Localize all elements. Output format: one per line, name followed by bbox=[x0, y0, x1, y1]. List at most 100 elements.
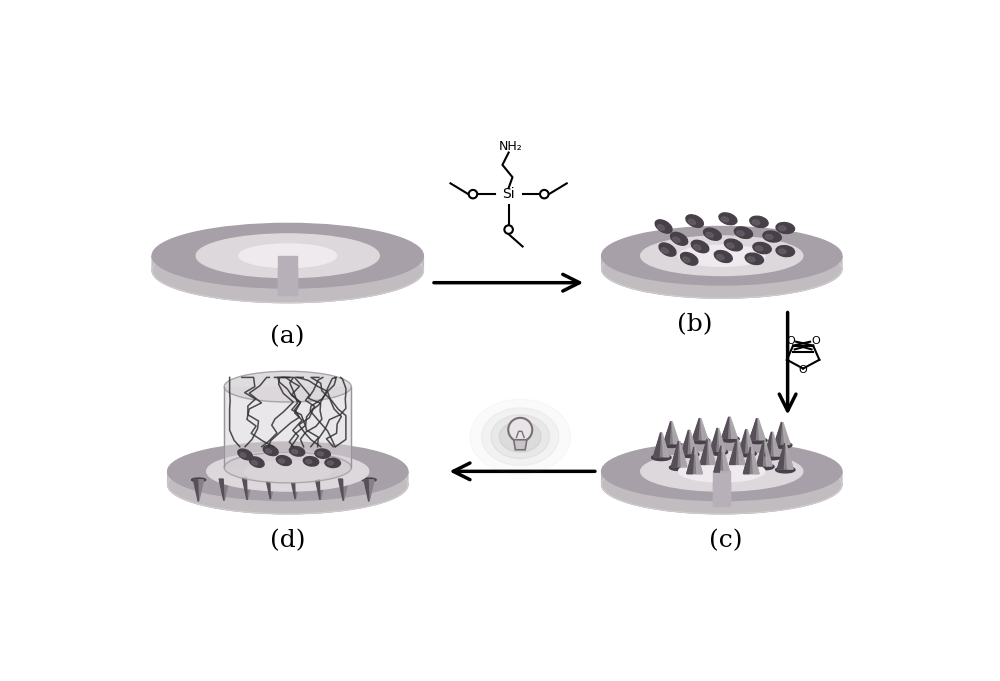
Circle shape bbox=[469, 190, 477, 198]
Circle shape bbox=[540, 190, 549, 198]
Circle shape bbox=[508, 418, 532, 442]
Ellipse shape bbox=[652, 454, 671, 460]
Ellipse shape bbox=[712, 470, 731, 476]
Ellipse shape bbox=[325, 458, 340, 467]
Ellipse shape bbox=[264, 476, 278, 479]
Polygon shape bbox=[738, 439, 745, 464]
Polygon shape bbox=[687, 447, 695, 474]
Polygon shape bbox=[747, 429, 754, 453]
Text: NH₂: NH₂ bbox=[498, 140, 522, 153]
Ellipse shape bbox=[719, 213, 737, 225]
Ellipse shape bbox=[224, 452, 351, 483]
Polygon shape bbox=[722, 417, 729, 439]
Polygon shape bbox=[709, 439, 716, 464]
Polygon shape bbox=[778, 443, 793, 469]
Polygon shape bbox=[681, 430, 697, 454]
Ellipse shape bbox=[727, 243, 734, 248]
Ellipse shape bbox=[778, 226, 786, 231]
Ellipse shape bbox=[301, 253, 369, 265]
Text: (b): (b) bbox=[677, 313, 712, 336]
Ellipse shape bbox=[748, 437, 767, 443]
Ellipse shape bbox=[708, 449, 728, 455]
Ellipse shape bbox=[276, 456, 291, 466]
Ellipse shape bbox=[747, 257, 755, 262]
Ellipse shape bbox=[152, 238, 423, 302]
Ellipse shape bbox=[737, 231, 744, 236]
Polygon shape bbox=[752, 447, 759, 474]
Polygon shape bbox=[654, 432, 661, 457]
Polygon shape bbox=[783, 422, 790, 445]
Polygon shape bbox=[290, 477, 295, 499]
Polygon shape bbox=[765, 441, 772, 466]
Ellipse shape bbox=[776, 223, 795, 234]
Polygon shape bbox=[743, 447, 759, 474]
Polygon shape bbox=[757, 441, 764, 466]
Polygon shape bbox=[701, 418, 708, 440]
Ellipse shape bbox=[734, 227, 753, 238]
Polygon shape bbox=[700, 439, 716, 464]
Ellipse shape bbox=[776, 246, 795, 257]
Polygon shape bbox=[687, 447, 702, 474]
Ellipse shape bbox=[745, 253, 763, 264]
Ellipse shape bbox=[669, 464, 689, 471]
Ellipse shape bbox=[279, 459, 285, 463]
Polygon shape bbox=[778, 443, 785, 469]
Ellipse shape bbox=[694, 244, 701, 250]
Polygon shape bbox=[710, 428, 717, 452]
Ellipse shape bbox=[278, 291, 297, 298]
Ellipse shape bbox=[686, 215, 703, 227]
Ellipse shape bbox=[728, 462, 747, 469]
Polygon shape bbox=[278, 256, 297, 295]
Ellipse shape bbox=[717, 255, 724, 259]
Polygon shape bbox=[671, 441, 679, 466]
Polygon shape bbox=[290, 477, 301, 499]
Polygon shape bbox=[774, 422, 781, 445]
Ellipse shape bbox=[755, 246, 763, 251]
Ellipse shape bbox=[602, 240, 842, 298]
Ellipse shape bbox=[659, 243, 676, 256]
Polygon shape bbox=[743, 447, 750, 474]
Ellipse shape bbox=[753, 242, 771, 253]
Ellipse shape bbox=[681, 253, 698, 265]
Ellipse shape bbox=[714, 251, 732, 262]
Ellipse shape bbox=[679, 245, 765, 266]
Ellipse shape bbox=[673, 237, 680, 242]
Ellipse shape bbox=[292, 449, 298, 454]
Ellipse shape bbox=[336, 477, 351, 481]
Ellipse shape bbox=[289, 447, 305, 456]
Polygon shape bbox=[687, 447, 694, 474]
Polygon shape bbox=[681, 430, 689, 454]
Ellipse shape bbox=[734, 469, 794, 479]
Ellipse shape bbox=[196, 234, 379, 278]
Ellipse shape bbox=[752, 220, 760, 225]
Polygon shape bbox=[743, 447, 751, 474]
Ellipse shape bbox=[239, 244, 337, 268]
Polygon shape bbox=[723, 445, 730, 472]
Polygon shape bbox=[364, 480, 369, 501]
Ellipse shape bbox=[239, 244, 337, 268]
Text: (a): (a) bbox=[270, 325, 305, 348]
Ellipse shape bbox=[602, 455, 842, 513]
Polygon shape bbox=[224, 387, 351, 467]
Polygon shape bbox=[219, 479, 224, 501]
Polygon shape bbox=[194, 480, 204, 501]
Ellipse shape bbox=[762, 454, 782, 460]
Ellipse shape bbox=[249, 457, 264, 467]
Polygon shape bbox=[714, 445, 721, 472]
Polygon shape bbox=[700, 439, 708, 464]
Ellipse shape bbox=[698, 462, 717, 469]
Text: (d): (d) bbox=[270, 529, 306, 552]
Ellipse shape bbox=[317, 452, 323, 456]
Polygon shape bbox=[602, 256, 842, 298]
Polygon shape bbox=[773, 432, 780, 456]
Polygon shape bbox=[690, 430, 697, 454]
Polygon shape bbox=[242, 478, 252, 500]
Polygon shape bbox=[750, 418, 757, 440]
Polygon shape bbox=[713, 471, 730, 507]
Polygon shape bbox=[514, 440, 527, 449]
Ellipse shape bbox=[602, 227, 842, 285]
Ellipse shape bbox=[641, 236, 803, 276]
Polygon shape bbox=[710, 428, 726, 452]
Ellipse shape bbox=[679, 461, 765, 482]
Polygon shape bbox=[710, 428, 718, 452]
